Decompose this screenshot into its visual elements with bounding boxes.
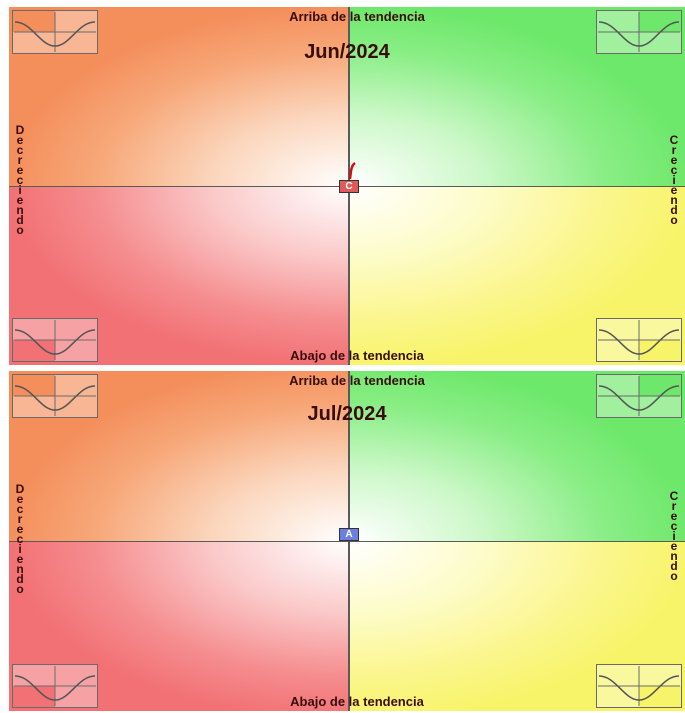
quadrant-chart-jun-2024: Arriba de la tendencia Abajo de la tende… xyxy=(9,7,685,365)
trend-thumbnail-icon xyxy=(596,318,682,362)
trend-thumbnail-icon xyxy=(596,664,682,708)
quadrant-bottom-right xyxy=(349,541,685,711)
point-trail xyxy=(348,161,356,180)
quadrant-chart-jul-2024: Arriba de la tendencia Abajo de la tende… xyxy=(9,371,685,711)
quadrant-bottom-right xyxy=(349,186,685,365)
label-above-trend: Arriba de la tendencia xyxy=(289,9,425,24)
quadrant-top-right xyxy=(349,371,685,541)
trend-thumbnail-icon xyxy=(12,374,98,418)
quadrant-top-right xyxy=(349,7,685,186)
label-below-trend: Abajo de la tendencia xyxy=(290,348,424,363)
horizontal-axis xyxy=(9,541,685,542)
quadrant-bottom-left xyxy=(9,186,349,365)
trend-thumbnail-icon xyxy=(596,374,682,418)
quadrant-bottom-left xyxy=(9,541,349,711)
chart-title: Jun/2024 xyxy=(304,41,390,63)
label-below-trend: Abajo de la tendencia xyxy=(290,694,424,709)
trend-thumbnail-icon xyxy=(12,10,98,54)
quadrant-top-left xyxy=(9,371,349,541)
trend-thumbnail-icon xyxy=(12,664,98,708)
trend-thumbnail-icon xyxy=(12,318,98,362)
label-above-trend: Arriba de la tendencia xyxy=(289,373,425,388)
data-point-marker[interactable]: C xyxy=(339,180,359,193)
data-point-marker[interactable]: A xyxy=(339,528,359,541)
quadrant-top-left xyxy=(9,7,349,186)
trend-thumbnail-icon xyxy=(596,10,682,54)
chart-title: Jul/2024 xyxy=(307,403,387,425)
